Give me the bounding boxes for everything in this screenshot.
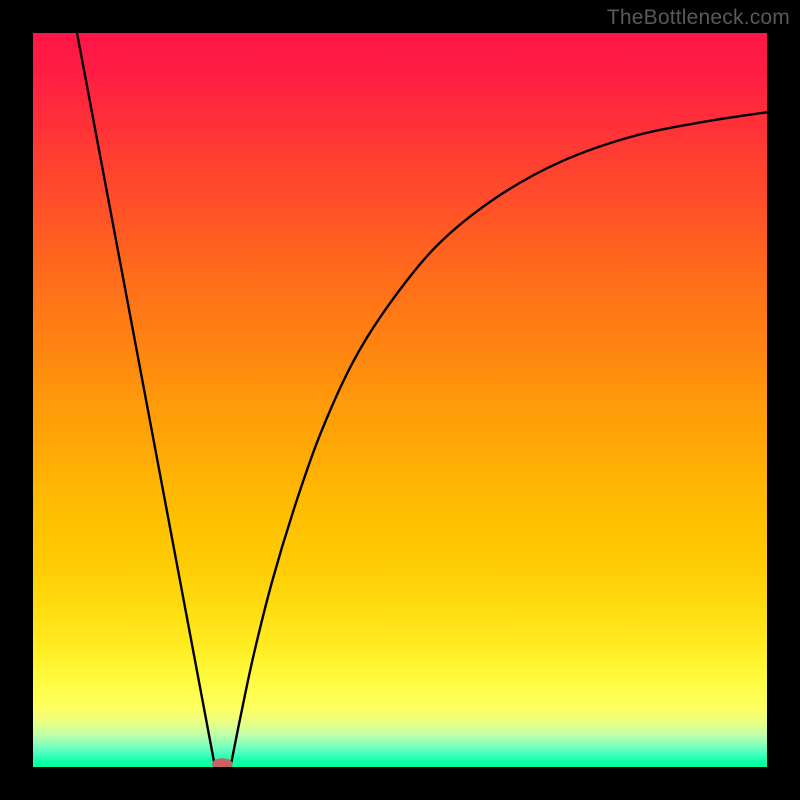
plot-area (33, 33, 767, 767)
bottleneck-marker (212, 758, 233, 767)
curve-left-branch (77, 33, 215, 767)
plot-svg (33, 33, 767, 767)
curve-right-branch (230, 112, 767, 767)
watermark-text: TheBottleneck.com (607, 6, 790, 30)
